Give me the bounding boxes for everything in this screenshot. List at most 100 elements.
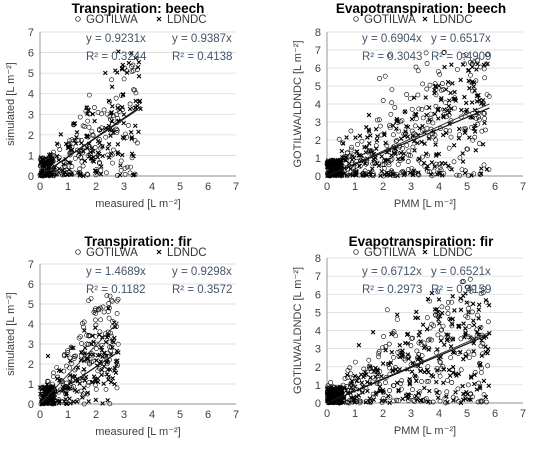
point-gotilwa: [481, 392, 487, 398]
point-ldndc: [72, 138, 77, 143]
point-ldndc: [380, 387, 386, 393]
point-gotilwa: [450, 336, 455, 342]
point-ldndc: [420, 123, 425, 129]
point-gotilwa: [339, 140, 345, 146]
point-gotilwa: [439, 87, 444, 93]
point-gotilwa: [476, 141, 482, 146]
x-tick-label: 3: [408, 408, 414, 420]
point-gotilwa: [51, 149, 56, 155]
point-gotilwa: [394, 317, 400, 322]
point-ldndc: [58, 132, 64, 137]
point-ldndc: [79, 140, 84, 146]
point-ldndc: [443, 87, 449, 92]
point-gotilwa: [358, 398, 363, 404]
point-ldndc: [82, 158, 88, 164]
point-gotilwa: [451, 159, 457, 165]
point-ldndc: [82, 378, 88, 383]
point-gotilwa: [484, 92, 490, 97]
point-ldndc: [358, 372, 364, 377]
point-ldndc: [324, 396, 330, 402]
fit-equation-gotilwa: y = 0.9231x: [86, 33, 146, 45]
y-tick-label: 4: [28, 319, 34, 331]
point-ldndc: [365, 388, 370, 394]
point-gotilwa: [96, 306, 101, 312]
point-ldndc: [99, 164, 104, 169]
point-gotilwa: [133, 90, 139, 96]
point-ldndc: [112, 335, 117, 341]
point-ldndc: [333, 390, 339, 396]
legend: GOTILWA LDNDC: [75, 14, 207, 26]
point-ldndc: [475, 93, 480, 98]
point-ldndc: [444, 394, 449, 399]
point-ldndc: [89, 145, 95, 151]
point-ldndc: [425, 163, 430, 169]
point-ldndc: [368, 400, 373, 405]
point-ldndc: [67, 396, 72, 401]
point-gotilwa: [409, 106, 415, 112]
x-tick-label: 0: [37, 409, 43, 421]
y-tick-label: 3: [315, 344, 321, 356]
point-gotilwa: [387, 125, 393, 131]
point-ldndc: [482, 120, 487, 126]
point-ldndc: [371, 369, 377, 374]
point-ldndc: [443, 161, 448, 166]
x-axis-label: PMM [L m⁻²]: [394, 198, 456, 210]
point-gotilwa: [99, 125, 104, 131]
point-gotilwa: [481, 162, 487, 168]
point-gotilwa: [387, 388, 392, 393]
point-ldndc: [85, 134, 90, 140]
point-ldndc: [337, 387, 343, 392]
point-ldndc: [413, 315, 418, 321]
point-ldndc: [374, 138, 380, 143]
point-gotilwa: [380, 98, 386, 103]
point-ldndc: [76, 150, 82, 156]
point-ldndc: [413, 111, 418, 117]
point-ldndc: [56, 401, 62, 406]
fit-equation-gotilwa: y = 0.6712x: [362, 266, 422, 278]
point-ldndc: [126, 60, 132, 66]
point-gotilwa: [387, 394, 393, 400]
point-gotilwa: [404, 92, 409, 97]
point-ldndc: [349, 385, 354, 390]
point-gotilwa: [84, 105, 90, 111]
point-gotilwa: [484, 52, 490, 58]
point-ldndc: [450, 364, 456, 370]
scatter-points: [324, 276, 492, 406]
point-ldndc: [471, 84, 476, 89]
point-gotilwa: [93, 386, 99, 392]
point-ldndc: [117, 172, 123, 178]
point-ldndc: [440, 132, 446, 138]
point-gotilwa: [107, 293, 113, 299]
point-ldndc: [440, 173, 445, 178]
x-tick-label: 5: [177, 409, 183, 421]
point-ldndc: [481, 62, 487, 68]
point-ldndc: [86, 154, 92, 159]
point-ldndc: [460, 151, 465, 156]
point-gotilwa: [409, 336, 415, 341]
point-gotilwa: [376, 354, 381, 360]
point-gotilwa: [433, 92, 439, 98]
point-gotilwa: [445, 377, 450, 383]
point-gotilwa: [108, 344, 114, 350]
point-gotilwa: [408, 343, 414, 348]
point-gotilwa: [99, 342, 105, 348]
point-ldndc: [56, 368, 62, 373]
x-tick-label: 1: [65, 409, 71, 421]
point-ldndc: [365, 379, 370, 385]
x-axis-label: PMM [L m⁻²]: [394, 425, 456, 437]
point-gotilwa: [93, 317, 98, 323]
point-gotilwa: [446, 145, 452, 151]
point-ldndc: [442, 64, 447, 70]
point-gotilwa: [465, 315, 471, 320]
point-ldndc: [476, 307, 482, 312]
point-ldndc: [356, 342, 362, 348]
point-gotilwa: [344, 383, 349, 389]
point-ldndc: [418, 398, 424, 403]
point-gotilwa: [419, 379, 424, 384]
point-ldndc: [64, 392, 69, 397]
point-ldndc: [414, 378, 419, 384]
point-ldndc: [373, 126, 379, 132]
point-ldndc: [446, 103, 452, 109]
legend-circle-marker: [75, 16, 81, 22]
